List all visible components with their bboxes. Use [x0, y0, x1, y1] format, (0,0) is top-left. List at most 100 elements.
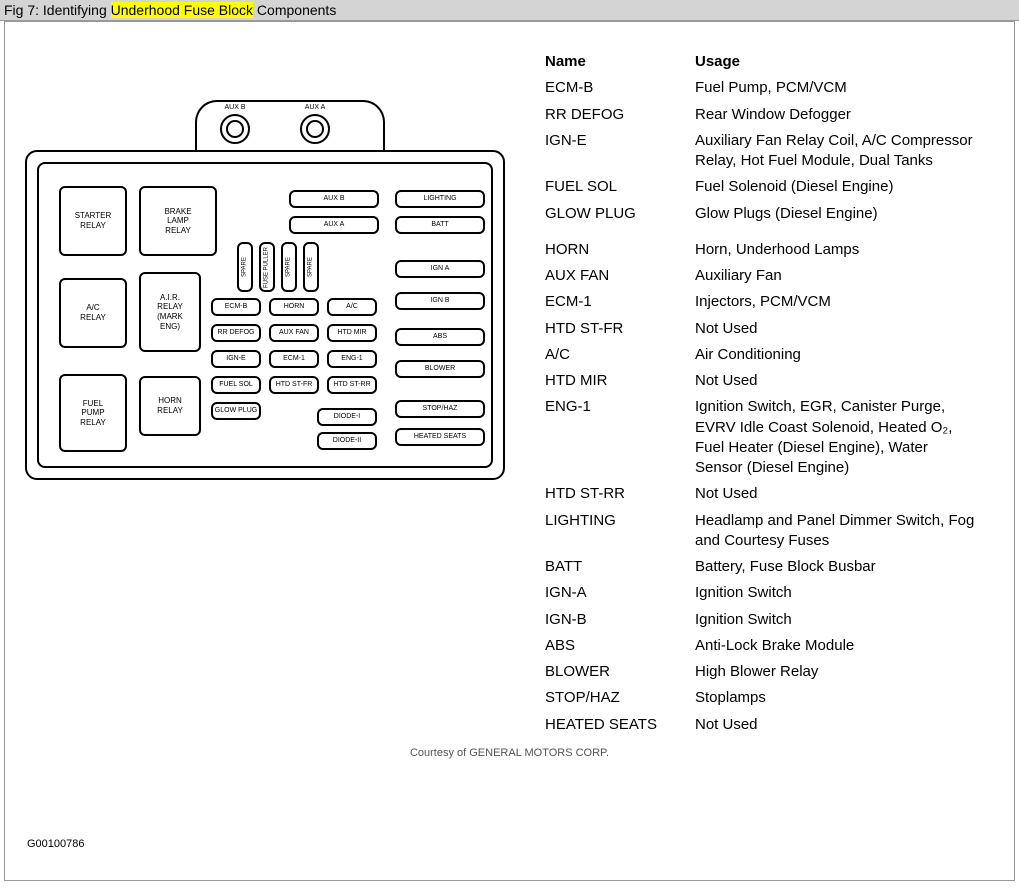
usage-name: ENG-1	[545, 397, 695, 478]
usage-row: AUX FANAuxiliary Fan	[545, 266, 975, 286]
block-outer: STARTER RELAYBRAKE LAMP RELAYA/C RELAYA.…	[25, 150, 505, 480]
page-frame: AUX BAUX A STARTER RELAYBRAKE LAMP RELAY…	[4, 21, 1015, 881]
usage-value: Not Used	[695, 484, 975, 504]
title-suffix: Components	[253, 2, 336, 18]
usage-row: A/CAir Conditioning	[545, 345, 975, 365]
fuse-box: RR DEFOG	[211, 324, 261, 342]
usage-value: Fuel Solenoid (Diesel Engine)	[695, 177, 975, 197]
usage-name: IGN-B	[545, 610, 695, 630]
fuse-box: BATT	[395, 216, 485, 234]
usage-value: Injectors, PCM/VCM	[695, 292, 975, 312]
usage-value: Fuel Pump, PCM/VCM	[695, 78, 975, 98]
usage-row: HORNHorn, Underhood Lamps	[545, 240, 975, 260]
fuse-box: ECM-1	[269, 350, 319, 368]
relay-box: FUEL PUMP RELAY	[59, 374, 127, 452]
usage-name: LIGHTING	[545, 511, 695, 552]
usage-row: STOP/HAZStoplamps	[545, 688, 975, 708]
fuse-box: IGN B	[395, 292, 485, 310]
usage-value: Not Used	[695, 319, 975, 339]
usage-name: ECM-1	[545, 292, 695, 312]
usage-name: IGN-E	[545, 131, 695, 172]
fuse-box: GLOW PLUG	[211, 402, 261, 420]
usage-value: Glow Plugs (Diesel Engine)	[695, 204, 975, 224]
usage-row: HTD ST-RRNot Used	[545, 484, 975, 504]
usage-row: BATTBattery, Fuse Block Busbar	[545, 557, 975, 577]
usage-row: ECM-1Injectors, PCM/VCM	[545, 292, 975, 312]
fuse-box: ECM-B	[211, 298, 261, 316]
usage-row: GLOW PLUGGlow Plugs (Diesel Engine)	[545, 204, 975, 224]
usage-value: Battery, Fuse Block Busbar	[695, 557, 975, 577]
usage-value: Horn, Underhood Lamps	[695, 240, 975, 260]
usage-value: Ignition Switch	[695, 583, 975, 603]
fuse-box: A/C	[327, 298, 377, 316]
fuse-box: HTD MIR	[327, 324, 377, 342]
usage-name: BLOWER	[545, 662, 695, 682]
title-prefix: Fig 7: Identifying	[4, 2, 111, 18]
fuse-box: AUX A	[289, 216, 379, 234]
fuse-box: DIODE-I	[317, 408, 377, 426]
courtesy-line: Courtesy of GENERAL MOTORS CORP.	[25, 747, 994, 759]
usage-row: HEATED SEATSNot Used	[545, 715, 975, 735]
stud-label: AUX B	[215, 104, 255, 111]
figure-title-bar: Fig 7: Identifying Underhood Fuse Block …	[0, 0, 1019, 21]
block-inner: STARTER RELAYBRAKE LAMP RELAYA/C RELAYA.…	[37, 162, 493, 468]
usage-name: FUEL SOL	[545, 177, 695, 197]
relay-box: A.I.R. RELAY (MARK ENG)	[139, 272, 201, 352]
relay-box: HORN RELAY	[139, 376, 201, 436]
usage-value: Rear Window Defogger	[695, 105, 975, 125]
fuse-box: HTD ST-FR	[269, 376, 319, 394]
usage-name: GLOW PLUG	[545, 204, 695, 224]
usage-value: Auxiliary Fan	[695, 266, 975, 286]
relay-box: BRAKE LAMP RELAY	[139, 186, 217, 256]
usage-value: Headlamp and Panel Dimmer Switch, Fog an…	[695, 511, 975, 552]
usage-row: BLOWERHigh Blower Relay	[545, 662, 975, 682]
usage-name: HTD ST-RR	[545, 484, 695, 504]
usage-name: RR DEFOG	[545, 105, 695, 125]
usage-name: AUX FAN	[545, 266, 695, 286]
usage-value: Ignition Switch, EGR, Canister Purge, EV…	[695, 397, 975, 478]
usage-row: ABSAnti-Lock Brake Module	[545, 636, 975, 656]
fuse-box: LIGHTING	[395, 190, 485, 208]
usage-name: ABS	[545, 636, 695, 656]
relay-box: A/C RELAY	[59, 278, 127, 348]
usage-row: ENG-1Ignition Switch, EGR, Canister Purg…	[545, 397, 975, 478]
fuse-block-diagram: AUX BAUX A STARTER RELAYBRAKE LAMP RELAY…	[25, 100, 505, 540]
usage-header-usage: Usage	[695, 52, 975, 72]
aux-stud	[300, 114, 330, 144]
usage-value: Anti-Lock Brake Module	[695, 636, 975, 656]
fuse-box: DIODE-II	[317, 432, 377, 450]
usage-row: IGN-BIgnition Switch	[545, 610, 975, 630]
usage-value: Air Conditioning	[695, 345, 975, 365]
usage-name: HTD ST-FR	[545, 319, 695, 339]
usage-name: HEATED SEATS	[545, 715, 695, 735]
usage-row: FUEL SOLFuel Solenoid (Diesel Engine)	[545, 177, 975, 197]
vertical-fuse: SPARE	[237, 242, 253, 292]
vertical-fuse: SPARE	[303, 242, 319, 292]
aux-stud	[220, 114, 250, 144]
fuse-box: BLOWER	[395, 360, 485, 378]
usage-header-name: Name	[545, 52, 695, 72]
fuse-box: HORN	[269, 298, 319, 316]
usage-value: Stoplamps	[695, 688, 975, 708]
usage-value: Not Used	[695, 715, 975, 735]
usage-name: A/C	[545, 345, 695, 365]
fuse-box: STOP/HAZ	[395, 400, 485, 418]
fuse-box: HTD ST-RR	[327, 376, 377, 394]
usage-name: HORN	[545, 240, 695, 260]
usage-name: IGN-A	[545, 583, 695, 603]
usage-row: LIGHTINGHeadlamp and Panel Dimmer Switch…	[545, 511, 975, 552]
usage-value: Ignition Switch	[695, 610, 975, 630]
usage-header: Name Usage	[545, 52, 975, 72]
usage-row: IGN-EAuxiliary Fan Relay Coil, A/C Compr…	[545, 131, 975, 172]
stud-label: AUX A	[295, 104, 335, 111]
fuse-box: IGN A	[395, 260, 485, 278]
usage-row: HTD MIRNot Used	[545, 371, 975, 391]
title-highlight: Underhood Fuse Block	[111, 2, 253, 18]
usage-name: STOP/HAZ	[545, 688, 695, 708]
fuse-box: FUEL SOL	[211, 376, 261, 394]
vertical-fuse: SPARE	[281, 242, 297, 292]
vertical-fuse: FUSE PULLER	[259, 242, 275, 292]
fuse-box: AUX B	[289, 190, 379, 208]
document-id: G00100786	[27, 838, 85, 850]
usage-row: HTD ST-FRNot Used	[545, 319, 975, 339]
